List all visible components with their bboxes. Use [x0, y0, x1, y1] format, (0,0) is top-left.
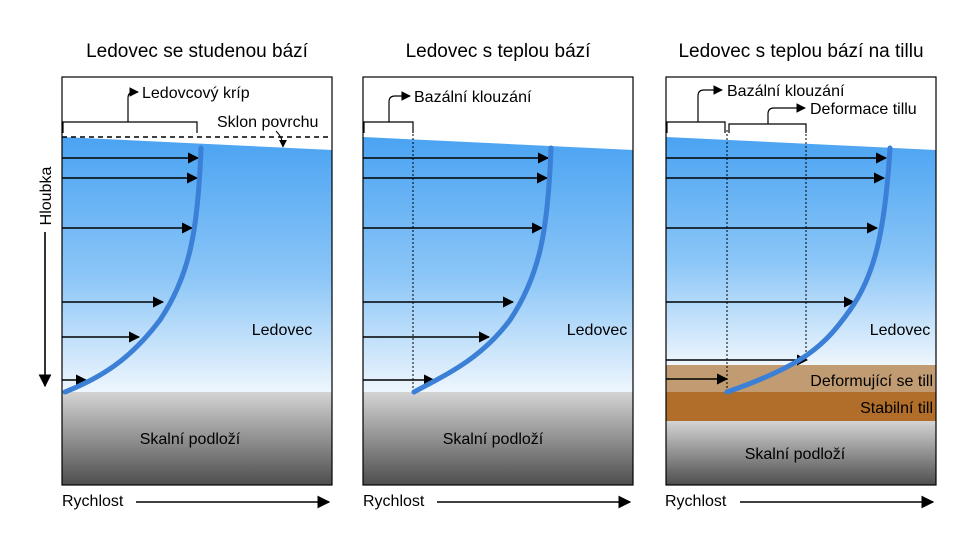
surface-slope-label: Sklon povrchu	[217, 114, 318, 131]
sliding-label: Bazální klouzání	[414, 89, 532, 106]
ice-body	[62, 137, 332, 392]
stable-till-layer	[666, 392, 936, 421]
bedrock	[363, 392, 633, 485]
velocity-axis-label: Rychlost	[62, 493, 124, 510]
till-deformation-label: Deformace tillu	[810, 101, 917, 118]
bedrock-label: Skalní podloží	[443, 431, 544, 448]
creep-leader	[127, 87, 139, 122]
creep-label: Ledovcový kríp	[142, 85, 250, 102]
sliding-leader	[697, 85, 723, 122]
bedrock	[666, 421, 936, 485]
panel-title: Ledovec se studenou bází	[86, 41, 309, 62]
velocity-profile-curve	[724, 145, 893, 395]
till-deformation-leader	[767, 103, 806, 124]
bedrock	[62, 392, 332, 485]
sliding-bracket	[666, 121, 726, 133]
creep-bracket	[62, 121, 198, 133]
ice-body	[666, 137, 936, 365]
ice-label: Ledovec	[252, 322, 313, 339]
depth-axis-label: Hloubka	[38, 167, 55, 226]
ice-label: Ledovec	[567, 322, 628, 339]
till-deformation-bracket	[728, 123, 807, 133]
panel-title: Ledovec s teplou bází	[406, 41, 592, 62]
velocity-axis-label: Rychlost	[665, 493, 727, 510]
velocity-profile-curve	[62, 145, 204, 395]
panel-cold-based: Ledovec se studenou bází Ledovcový kríp …	[38, 41, 333, 510]
sliding-bracket	[363, 121, 414, 133]
velocity-profile-curve	[411, 145, 554, 395]
velocity-arrows	[62, 152, 200, 386]
panel-frame	[362, 76, 634, 486]
surface-slope-leader	[275, 130, 287, 148]
panel-title: Ledovec s teplou bází na tillu	[678, 41, 923, 62]
panel-warm-based: Ledovec s teplou bází Bazální klouzání L…	[362, 41, 634, 510]
velocity-arrows	[363, 152, 550, 386]
sliding-label: Bazální klouzání	[727, 83, 845, 100]
panel-warm-based-on-till: Ledovec s teplou bází na tillu Bazální k…	[665, 41, 937, 510]
velocity-axis-label: Rychlost	[363, 493, 425, 510]
bedrock-label: Skalní podloží	[140, 431, 241, 448]
sliding-leader	[388, 91, 411, 122]
ice-body	[363, 137, 633, 392]
panel-frame	[61, 76, 333, 486]
ice-label: Ledovec	[870, 322, 931, 339]
velocity-arrows	[666, 152, 888, 385]
panel-frame	[665, 76, 937, 486]
deforming-till-label: Deformující se till	[810, 373, 933, 390]
bedrock-label: Skalní podloží	[745, 446, 846, 463]
stable-till-label: Stabilní till	[860, 400, 933, 417]
